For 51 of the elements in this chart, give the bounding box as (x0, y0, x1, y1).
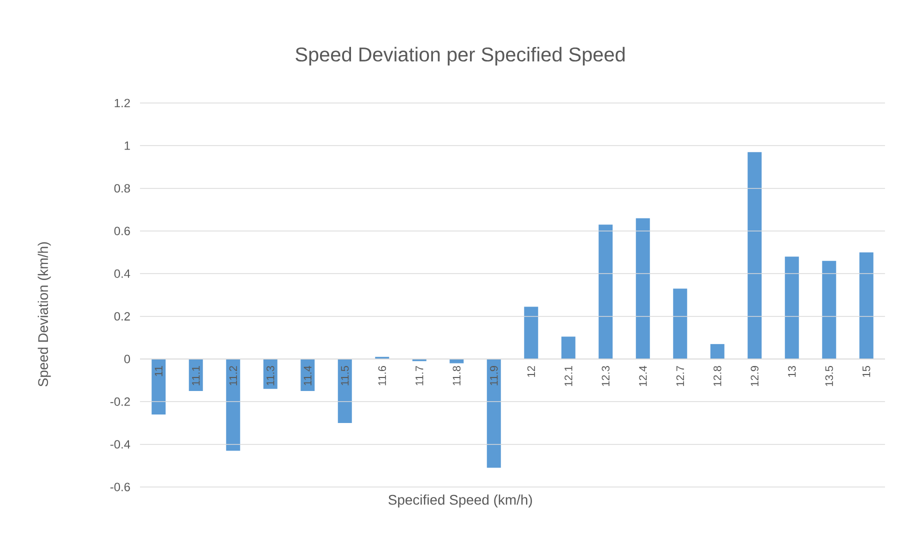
x-tick-label: 11.6 (378, 366, 386, 386)
x-tick-label: 11.7 (416, 366, 424, 386)
y-tick-label: 0.2 (114, 312, 130, 321)
x-tick-label: 12.9 (750, 366, 759, 386)
y-tick-label: -0.4 (110, 440, 130, 449)
bar (450, 359, 464, 364)
y-tick-label: -0.2 (110, 397, 130, 406)
bar (822, 260, 836, 359)
x-tick-label: 15 (862, 366, 870, 377)
chart-title: Speed Deviation per Specified Speed (296, 46, 625, 66)
y-tick-label: 1.2 (114, 98, 130, 108)
x-tick-label: 11.9 (490, 366, 498, 386)
x-tick-label: 13 (788, 366, 796, 377)
bar (263, 359, 278, 389)
x-tick-label: 12.8 (714, 366, 722, 386)
bar (486, 359, 501, 468)
x-tick-label: 11.3 (266, 366, 274, 386)
bar (226, 359, 240, 451)
bar (636, 218, 650, 359)
bar (748, 152, 762, 359)
y-tick-label: 0.6 (114, 226, 130, 236)
y-tick-label: 0.8 (114, 184, 130, 193)
y-tick-label: 1 (124, 142, 130, 150)
x-tick-label: 12.7 (676, 366, 684, 386)
bar (784, 256, 799, 359)
bar (300, 359, 315, 391)
bar (152, 359, 166, 414)
x-tick-label: 11.1 (192, 366, 200, 386)
x-tick-label: 12.4 (639, 366, 647, 386)
x-tick-label: 11.4 (304, 366, 312, 386)
y-tick-label: 0.4 (114, 269, 130, 278)
y-tick-label: -0.6 (110, 482, 130, 492)
x-tick-label: 12 (527, 366, 535, 377)
y-axis-title: Speed Deviation (km/h) (38, 242, 51, 386)
y-tick-label: 0 (124, 354, 130, 364)
x-tick-label: 11.8 (452, 366, 461, 386)
x-tick-label: 11 (154, 366, 162, 376)
x-tick-label: 13.5 (825, 366, 834, 386)
bar (188, 359, 203, 391)
bar (859, 252, 874, 359)
x-tick-label: 11.2 (229, 366, 237, 386)
bar (561, 336, 576, 359)
bar (710, 344, 724, 359)
x-axis-title: Specified Speed (km/h) (388, 494, 532, 508)
bar (338, 359, 352, 423)
bar (598, 224, 613, 359)
bar (673, 288, 688, 359)
x-tick-label: 12.3 (602, 366, 610, 386)
bar (524, 306, 538, 359)
x-tick-label: 11.5 (341, 366, 349, 386)
x-tick-label: 12.1 (564, 366, 572, 386)
